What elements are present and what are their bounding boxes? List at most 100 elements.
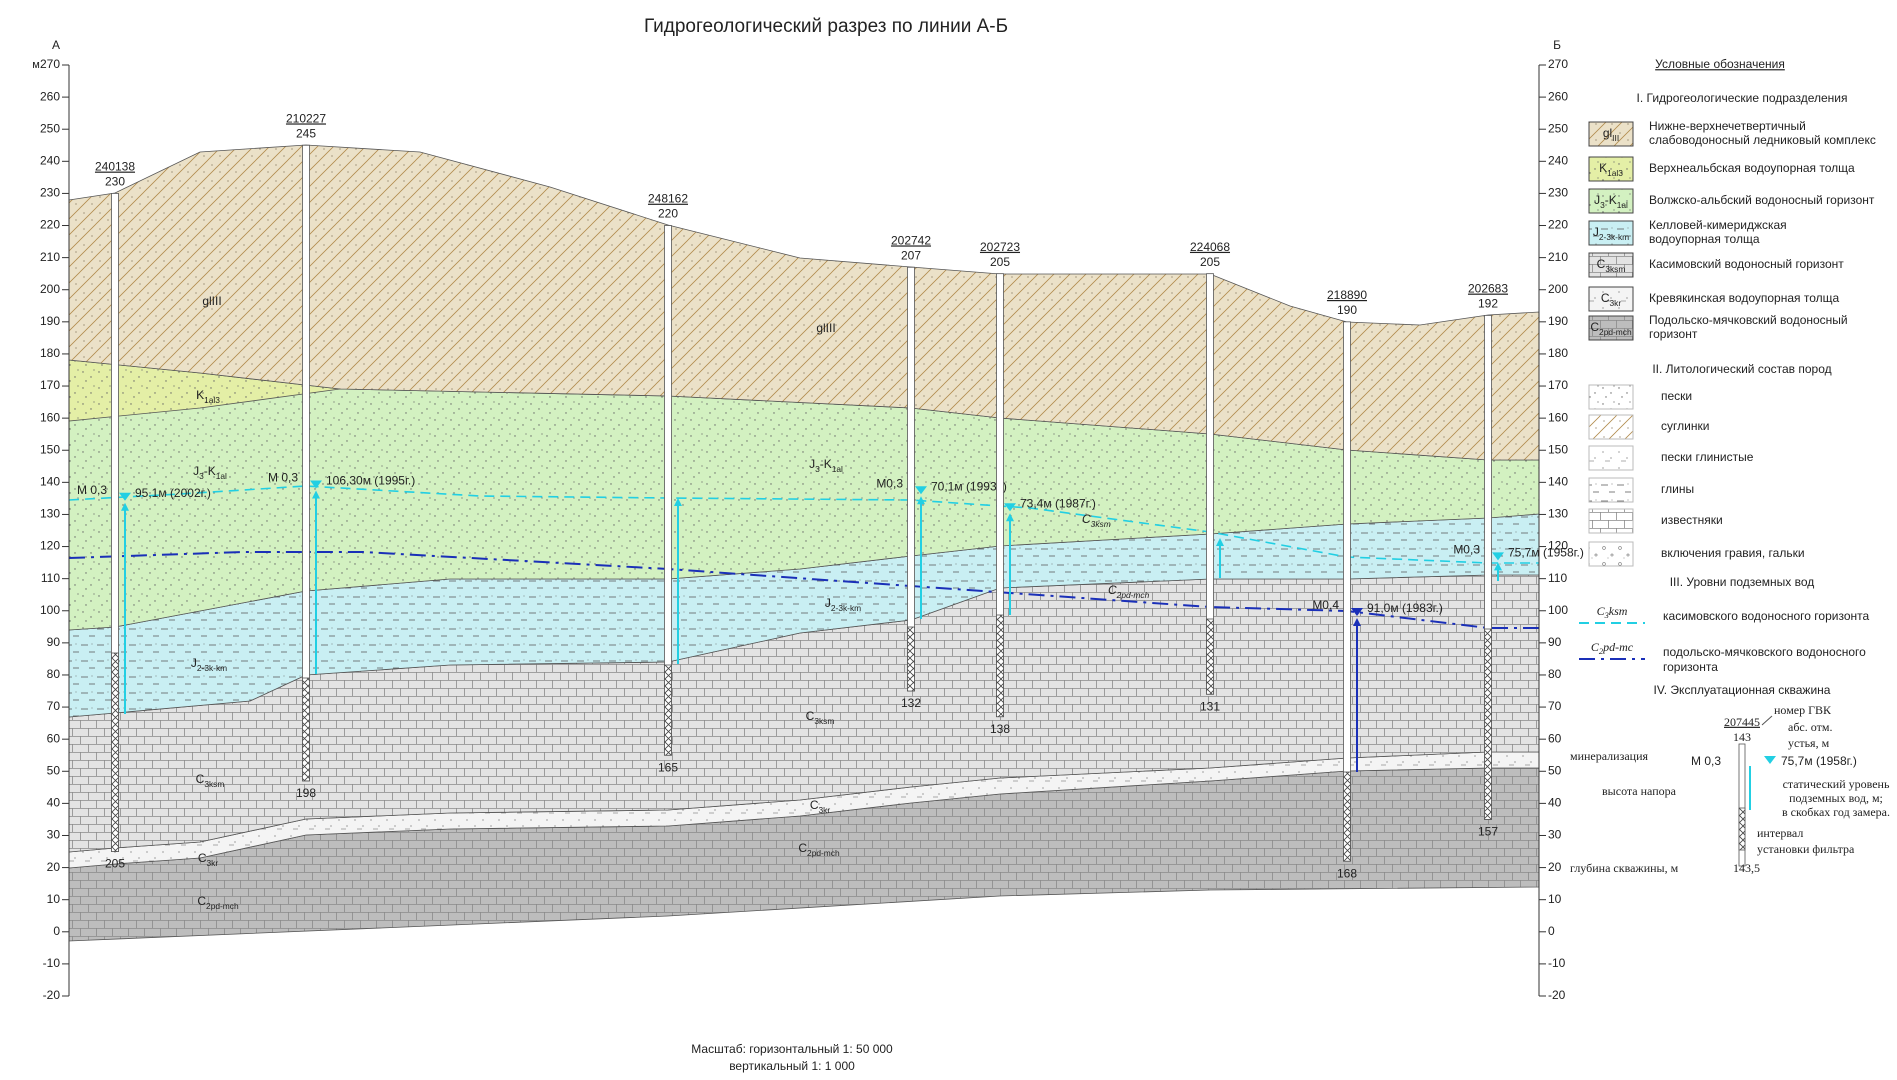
y-tick-label: 110 [1548,571,1567,585]
example-text: минерализация [1570,749,1649,763]
layers [68,144,1540,942]
layer-label-part: 3ksm [814,716,834,726]
well-depth: 157 [1478,825,1498,839]
legend-swatch-label-part: gl [1603,126,1612,140]
layer-label-part: C [798,841,807,855]
legend-text: подольско-мячковского водоносного [1663,645,1866,659]
layer [68,144,1540,461]
mineralization: М0,4 [1312,598,1339,612]
water-level-label: 106,30м (1995г.) [326,474,415,488]
mineralization: М0,3 [876,476,903,490]
y-tick-label: 190 [1548,314,1568,328]
layer-label-part: -K [820,457,832,471]
legend-text: Нижне-верхнечетвертичный [1649,119,1806,133]
y-tick-label: -20 [43,988,61,1002]
level-line-label: C2pd-mch [1108,583,1150,600]
mineralization: М0,3 [1453,543,1480,557]
water-level-label: 75,7м (1958г.) [1508,546,1584,560]
layer-label-part: C [197,894,206,908]
example-text: интервал [1757,826,1803,840]
example-filter [1738,807,1746,851]
legend-swatch-label: J2-3k-km [1593,225,1629,242]
y-tick-label: 230 [40,186,60,200]
layer-label: J2-3k-km [191,656,227,673]
y-tick-label: 70 [1548,699,1562,713]
well-id: 240138 [95,160,135,174]
legend-text: Волжско-альбский водоносный горизонт [1649,193,1875,207]
legend-text: суглинки [1661,419,1709,433]
layer-label-part: K [196,388,204,402]
y-tick-label: 140 [1548,475,1568,489]
legend-text: слабоводоносный ледниковый комплекс [1649,133,1876,147]
y-tick-label: 130 [40,507,60,521]
example-text: М 0,3 [1691,754,1721,768]
layer-label-part: 3ksm [204,779,224,789]
y-tick-label: 190 [40,314,60,328]
level-line-label-part: C [1082,512,1091,526]
water-level [310,480,322,489]
head-arrowhead [1353,617,1361,626]
y-tick-label: 200 [40,282,60,296]
legend-swatch-label-part: 3ksm [1605,264,1625,274]
water-level [1004,503,1016,512]
legend-swatch-label-part: 3 [1600,200,1605,210]
y-tick-label: 150 [40,442,60,456]
y-tick-label: 210 [40,250,60,264]
legend-text: горизонт [1649,327,1698,341]
water-level [915,486,927,495]
y-tick-label: 110 [41,571,60,585]
well-id: 224068 [1190,240,1230,254]
y-tick-label: -20 [1548,988,1566,1002]
layer-label: K1al3 [196,388,220,405]
y-tick-label: 80 [1548,667,1562,681]
well-filter [996,614,1004,718]
legend-swatch [1588,220,1634,246]
well-elevation: 190 [1337,303,1357,317]
y-tick-label: 50 [47,763,61,777]
y-tick-label: 100 [40,603,60,617]
legend-swatch [1588,286,1634,312]
legend-swatch-label-part: -K [1605,193,1617,207]
water-level-label: 70,1м (1993г.) [931,479,1007,493]
legend-swatch [1588,508,1634,534]
layer-label-part: C [198,851,207,865]
legend-swatch [1588,252,1634,278]
example-text: глубина скважины, м [1570,861,1679,875]
y-tick-label: 140 [40,475,60,489]
y-tick-label: 20 [1548,860,1562,874]
layer-label-part: -K [204,464,216,478]
layer-label-part: 3kr [207,858,219,868]
example-text: номер ГВК [1774,703,1832,717]
legend-heading: II. Литологический состав пород [1652,362,1831,376]
legend-swatch-label: C3kr [1601,291,1622,308]
well-elevation: 207 [901,248,921,262]
legend-swatch-label-part: J [1594,193,1600,207]
legend-level-label: C3ksm [1597,604,1628,621]
legend-level-label-part: 3 [1604,611,1609,620]
well-depth: 205 [105,857,125,871]
well-elevation: 205 [1200,255,1220,269]
layer-label-part: glIII [202,294,221,308]
head-arrowhead [312,490,320,499]
legend-level-label-part: C [1591,640,1600,654]
well-filter [1206,618,1214,695]
water-level [1351,607,1363,616]
well-depth: 168 [1337,866,1357,880]
y-tick-label: 10 [1548,892,1562,906]
legend-text: Касимовский водоносный горизонт [1649,257,1844,271]
head-arrowhead [917,496,925,505]
legend-swatch-label-part: C [1590,320,1599,334]
example-level [1764,756,1776,764]
legend-text: касимовского водоносного горизонта [1663,609,1869,623]
well-filter [664,664,672,756]
legend-heading: I. Гидрогеологические подразделения [1637,91,1848,105]
legend-level-label: C2pd-mc [1591,640,1634,657]
y-tick-label: 20 [47,860,61,874]
layer-label: C3kr [810,798,831,815]
y-tick-label: 0 [1548,924,1555,938]
legend-text: водоупорная толща [1649,232,1760,246]
legend-swatch [1588,121,1634,147]
legend-swatch-label-part: C [1597,257,1606,271]
y-tick-label: 250 [1548,121,1568,135]
well-filter [302,677,310,782]
